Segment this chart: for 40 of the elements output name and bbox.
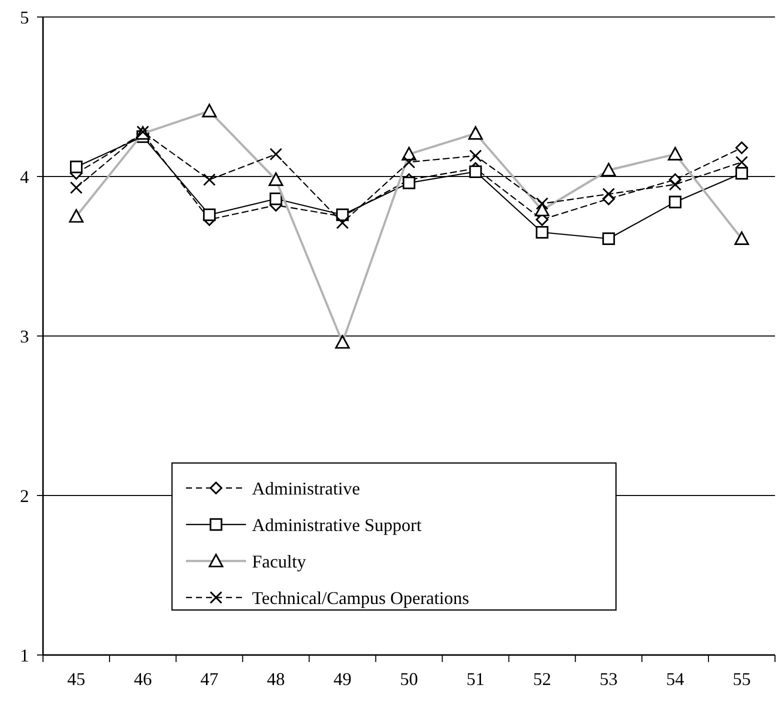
point xyxy=(336,216,349,230)
point xyxy=(469,165,482,178)
legend-label: Administrative xyxy=(252,478,360,498)
point xyxy=(270,148,282,160)
x-tick-label: 54 xyxy=(666,669,684,689)
point xyxy=(70,181,83,194)
y-tick-label: 3 xyxy=(20,326,29,346)
point xyxy=(668,196,682,208)
legend-label: Technical/Campus Operations xyxy=(252,588,470,608)
point xyxy=(70,160,83,174)
y-tick-label: 1 xyxy=(20,645,29,666)
legend-label: Administrative Support xyxy=(252,514,422,535)
point xyxy=(735,167,748,180)
legend-label: Faculty xyxy=(252,551,306,572)
x-tick-label: 46 xyxy=(134,669,152,689)
point xyxy=(602,232,615,246)
y-tick-label: 4 xyxy=(20,166,29,187)
point xyxy=(469,149,482,162)
x-tick-label: 49 xyxy=(333,669,352,689)
point xyxy=(270,192,282,206)
point xyxy=(536,197,548,210)
x-tick-label: 52 xyxy=(533,669,552,689)
point xyxy=(402,156,416,168)
x-tick-label: 48 xyxy=(266,669,285,689)
point xyxy=(735,141,748,154)
y-tick-label: 2 xyxy=(20,486,29,506)
point xyxy=(203,173,216,186)
point xyxy=(602,188,615,200)
point xyxy=(536,226,548,239)
point xyxy=(203,208,216,222)
point xyxy=(735,156,748,168)
x-tick-label: 53 xyxy=(600,669,618,689)
point xyxy=(402,176,416,190)
x-tick-label: 55 xyxy=(732,669,751,689)
x-tick-label: 50 xyxy=(400,669,418,689)
point xyxy=(668,178,682,191)
x-tick-label: 45 xyxy=(67,669,86,689)
y-tick-label: 5 xyxy=(20,7,29,28)
x-tick-label: 47 xyxy=(200,669,218,689)
x-tick-label: 51 xyxy=(466,669,485,689)
